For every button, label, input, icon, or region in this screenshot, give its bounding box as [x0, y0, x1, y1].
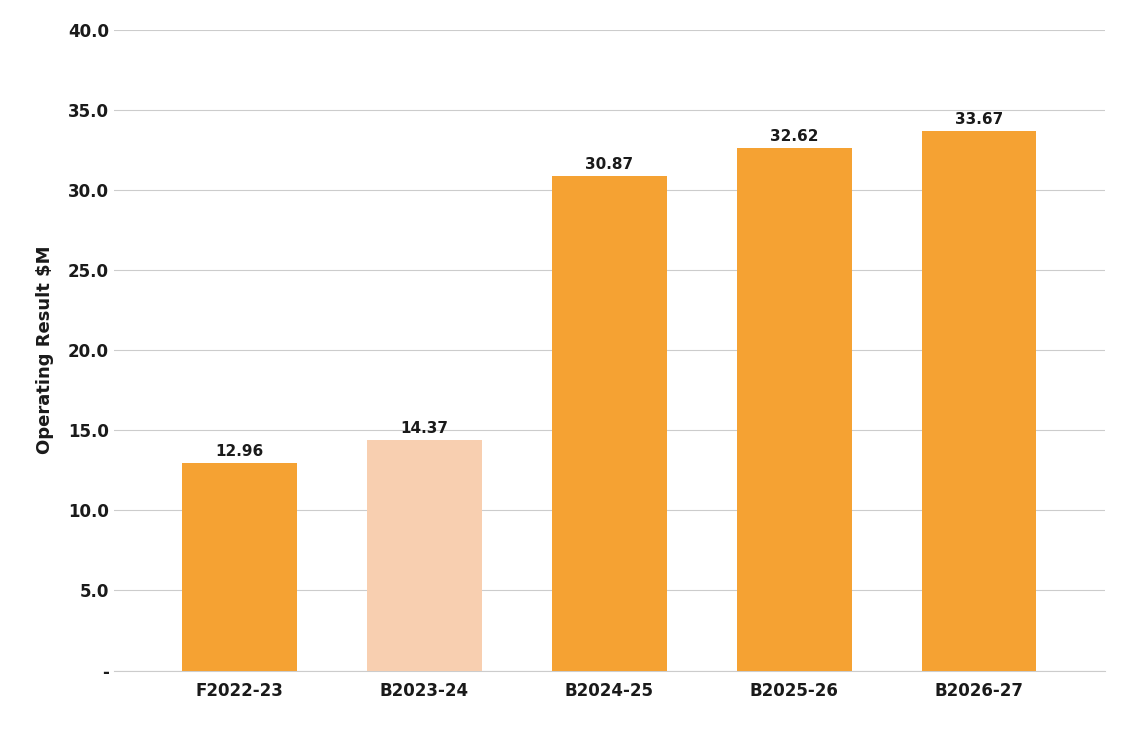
Text: 14.37: 14.37	[401, 422, 449, 437]
Bar	[182, 463, 297, 670]
Text: 12.96: 12.96	[215, 444, 264, 459]
Text: 32.62: 32.62	[770, 129, 819, 144]
Bar	[552, 176, 666, 670]
Bar	[921, 131, 1036, 670]
Y-axis label: Operating Result $M: Operating Result $M	[36, 246, 55, 454]
Bar	[737, 148, 852, 670]
Text: 33.67: 33.67	[954, 112, 1003, 127]
Bar	[367, 440, 482, 670]
Text: 30.87: 30.87	[585, 157, 633, 172]
